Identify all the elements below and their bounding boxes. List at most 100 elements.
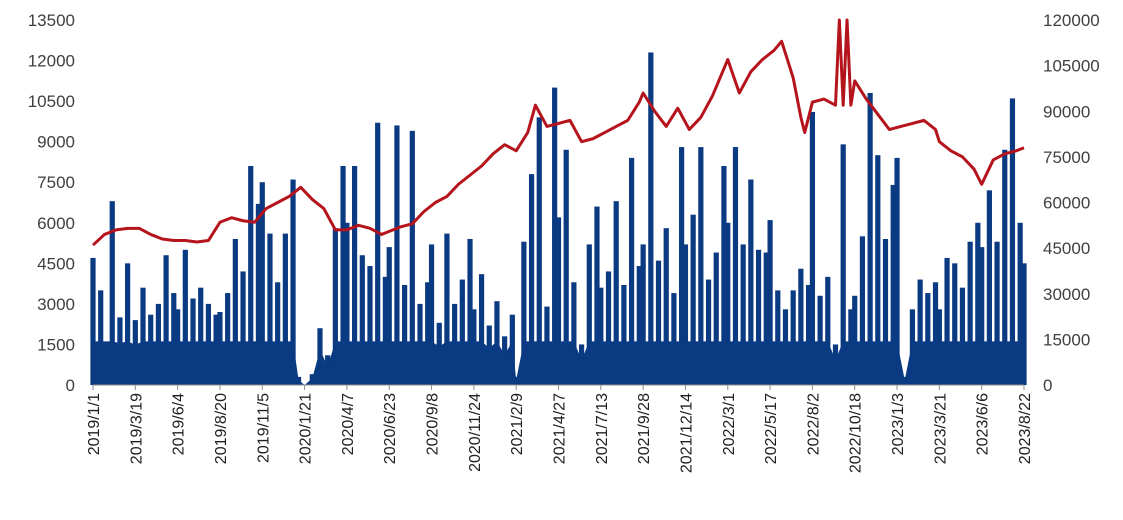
bar	[367, 266, 373, 385]
x-tick-label: 2022/10/18	[848, 393, 865, 473]
bar	[259, 182, 265, 385]
bar	[748, 179, 754, 385]
bar	[1009, 98, 1016, 385]
bar	[555, 217, 562, 385]
bar	[359, 255, 365, 385]
bar	[967, 241, 973, 385]
x-tick-label: 2022/5/17	[763, 393, 780, 464]
bar	[536, 117, 542, 385]
bar	[125, 263, 131, 385]
left-axis-tick-label: 4500	[37, 254, 75, 273]
bar	[732, 147, 739, 385]
bar	[817, 295, 823, 385]
labels-layer: 2019/1/1 2019/3/19 2019/6/4 2019/8/20 2019/1…	[28, 11, 1100, 473]
bar	[552, 87, 558, 385]
bar	[98, 290, 104, 385]
bar	[763, 252, 769, 385]
right-axis-tick-label: 60000	[1043, 194, 1090, 213]
left-axis-tick-label: 13500	[28, 11, 75, 30]
x-tick-label: 2019/3/19	[128, 393, 145, 464]
bar	[163, 255, 169, 385]
bar	[275, 282, 281, 385]
right-axis-tick-label: 0	[1043, 376, 1052, 395]
bar	[636, 266, 642, 385]
left-axis-tick-label: 6000	[37, 214, 75, 233]
x-tick-label: 2023/3/21	[932, 393, 949, 464]
bar	[809, 111, 816, 386]
bar	[425, 282, 431, 385]
bar	[444, 233, 450, 385]
bar	[979, 247, 985, 385]
bar	[932, 282, 939, 385]
bar	[663, 228, 669, 385]
bar	[255, 203, 262, 385]
bar	[975, 222, 981, 385]
bar	[805, 284, 812, 385]
x-tick-label: 2020/4/7	[340, 393, 357, 455]
bar	[825, 276, 831, 385]
bar	[459, 279, 465, 385]
x-tick-label: 2021/7/13	[594, 393, 611, 464]
bar	[775, 290, 781, 385]
bar	[563, 149, 569, 385]
bar	[402, 284, 408, 385]
right-axis-tick-label: 105000	[1043, 57, 1100, 76]
left-axis-tick-label: 0	[66, 376, 75, 395]
bar	[867, 93, 873, 385]
bar	[352, 166, 358, 385]
left-axis-tick-label: 9000	[37, 133, 75, 152]
bar	[290, 179, 296, 385]
bar	[382, 276, 388, 385]
bar	[690, 214, 696, 385]
bar	[332, 228, 338, 385]
x-tick-label: 2020/1/21	[298, 393, 315, 464]
bar	[409, 130, 415, 385]
bars-layer	[90, 52, 1027, 386]
bar	[682, 244, 689, 385]
bar	[605, 271, 612, 385]
x-tick-label: 2019/6/4	[171, 393, 188, 455]
bar	[240, 271, 246, 385]
bar	[586, 244, 592, 385]
bar	[740, 244, 746, 385]
bar	[698, 147, 704, 385]
x-tick-label: 2021/4/27	[552, 393, 569, 464]
bar	[375, 122, 381, 386]
bar	[640, 244, 646, 385]
bar	[755, 249, 762, 385]
bar	[925, 293, 931, 385]
bar	[859, 236, 866, 385]
left-axis-tick-label: 10500	[28, 92, 75, 111]
x-tick-label: 2021/9/28	[636, 393, 653, 464]
bar	[344, 222, 350, 385]
bar	[282, 233, 288, 385]
bar	[1002, 149, 1008, 385]
bar-series-base	[93, 341, 1024, 385]
bar	[386, 247, 392, 385]
x-tick-label: 2022/3/1	[721, 393, 738, 455]
bar	[790, 290, 796, 385]
bar	[852, 295, 858, 385]
bar	[571, 282, 577, 385]
left-axis-tick-label: 3000	[37, 295, 75, 314]
right-axis-tick-label: 15000	[1043, 330, 1090, 349]
bar	[679, 147, 685, 385]
axes-layer	[92, 384, 1025, 390]
bar	[648, 52, 654, 385]
bar	[994, 241, 1000, 385]
x-tick-label: 2020/11/24	[467, 393, 484, 472]
left-axis-tick-label: 1500	[37, 335, 75, 354]
bar	[721, 166, 727, 385]
bar	[171, 293, 177, 385]
bar	[248, 166, 254, 385]
bar	[521, 241, 527, 385]
bar	[944, 257, 950, 385]
x-tick-label: 2019/8/20	[213, 393, 230, 464]
bar	[109, 201, 115, 385]
bar	[613, 201, 619, 385]
x-tick-label: 2021/2/9	[509, 393, 526, 455]
bar	[340, 166, 346, 385]
right-axis-tick-label: 30000	[1043, 285, 1090, 304]
bar	[798, 268, 804, 385]
